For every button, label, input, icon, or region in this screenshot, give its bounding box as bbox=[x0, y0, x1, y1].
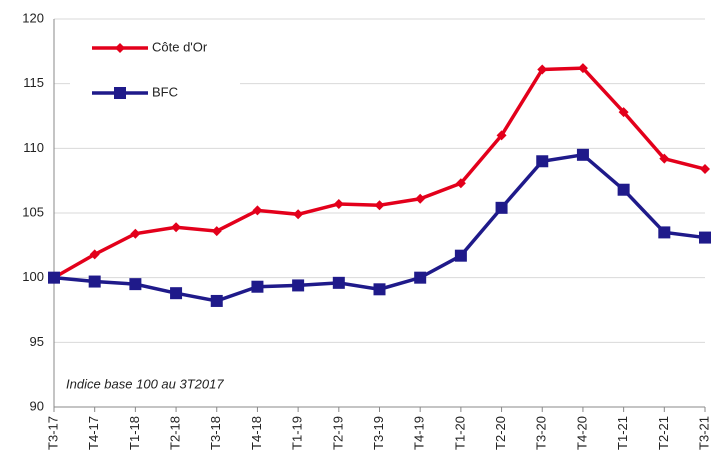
x-tick-label: T2-21 bbox=[656, 416, 671, 450]
legend-marker bbox=[115, 43, 125, 53]
marker bbox=[495, 201, 508, 214]
marker bbox=[210, 294, 223, 307]
marker bbox=[414, 271, 427, 284]
marker bbox=[454, 249, 467, 262]
x-tick-label: T2-18 bbox=[168, 416, 183, 450]
legend-label: BFC bbox=[152, 84, 178, 99]
marker bbox=[252, 205, 263, 216]
marker bbox=[617, 183, 630, 196]
legend-label: Côte d'Or bbox=[152, 39, 208, 54]
marker bbox=[293, 209, 304, 220]
legend-box bbox=[70, 28, 240, 118]
x-tick-label: T4-18 bbox=[249, 416, 264, 450]
line bbox=[53, 152, 706, 303]
marker bbox=[170, 287, 183, 300]
x-tick-label: T3-20 bbox=[534, 416, 549, 450]
marker bbox=[129, 278, 142, 291]
x-tick-label: T3-21 bbox=[696, 416, 711, 450]
marker bbox=[658, 226, 671, 239]
y-tick-label: 120 bbox=[22, 10, 44, 25]
y-tick-label: 100 bbox=[22, 269, 44, 284]
marker bbox=[415, 193, 426, 204]
marker bbox=[577, 63, 588, 74]
marker bbox=[576, 148, 589, 161]
x-tick-label: T1-19 bbox=[290, 416, 305, 450]
marker bbox=[699, 231, 711, 244]
marker bbox=[171, 222, 182, 233]
marker bbox=[700, 164, 710, 175]
marker bbox=[332, 276, 345, 289]
marker bbox=[89, 249, 100, 260]
marker bbox=[211, 226, 222, 237]
marker bbox=[618, 107, 629, 118]
marker bbox=[455, 178, 466, 189]
marker bbox=[48, 271, 60, 284]
x-tick-label: T4-20 bbox=[574, 416, 589, 450]
y-tick-label: 90 bbox=[30, 398, 44, 413]
marker bbox=[333, 198, 344, 209]
legend-marker bbox=[114, 87, 126, 99]
x-tick-label: T2-20 bbox=[493, 416, 508, 450]
marker bbox=[251, 280, 264, 293]
x-tick-label: T4-19 bbox=[412, 416, 427, 450]
annotation: Indice base 100 au 3T2017 bbox=[66, 376, 224, 391]
marker bbox=[537, 64, 548, 75]
x-tick-label: T4-17 bbox=[86, 416, 101, 450]
y-tick-label: 110 bbox=[23, 140, 44, 155]
marker bbox=[374, 200, 385, 211]
marker bbox=[659, 153, 670, 164]
marker bbox=[536, 155, 549, 168]
marker bbox=[130, 228, 141, 239]
marker bbox=[88, 275, 101, 288]
marker bbox=[373, 283, 386, 296]
x-tick-label: T2-19 bbox=[330, 416, 345, 450]
marker bbox=[496, 130, 507, 141]
x-tick-label: T3-18 bbox=[208, 416, 223, 450]
x-tick-label: T3-17 bbox=[45, 416, 60, 450]
y-tick-label: 95 bbox=[30, 334, 44, 349]
marker bbox=[292, 279, 305, 292]
x-tick-label: T1-21 bbox=[615, 416, 630, 450]
x-tick-label: T1-20 bbox=[452, 416, 467, 450]
y-tick-label: 105 bbox=[22, 204, 44, 219]
x-tick-label: T3-19 bbox=[371, 416, 386, 450]
x-tick-label: T1-18 bbox=[127, 416, 142, 450]
y-tick-label: 115 bbox=[23, 75, 44, 90]
